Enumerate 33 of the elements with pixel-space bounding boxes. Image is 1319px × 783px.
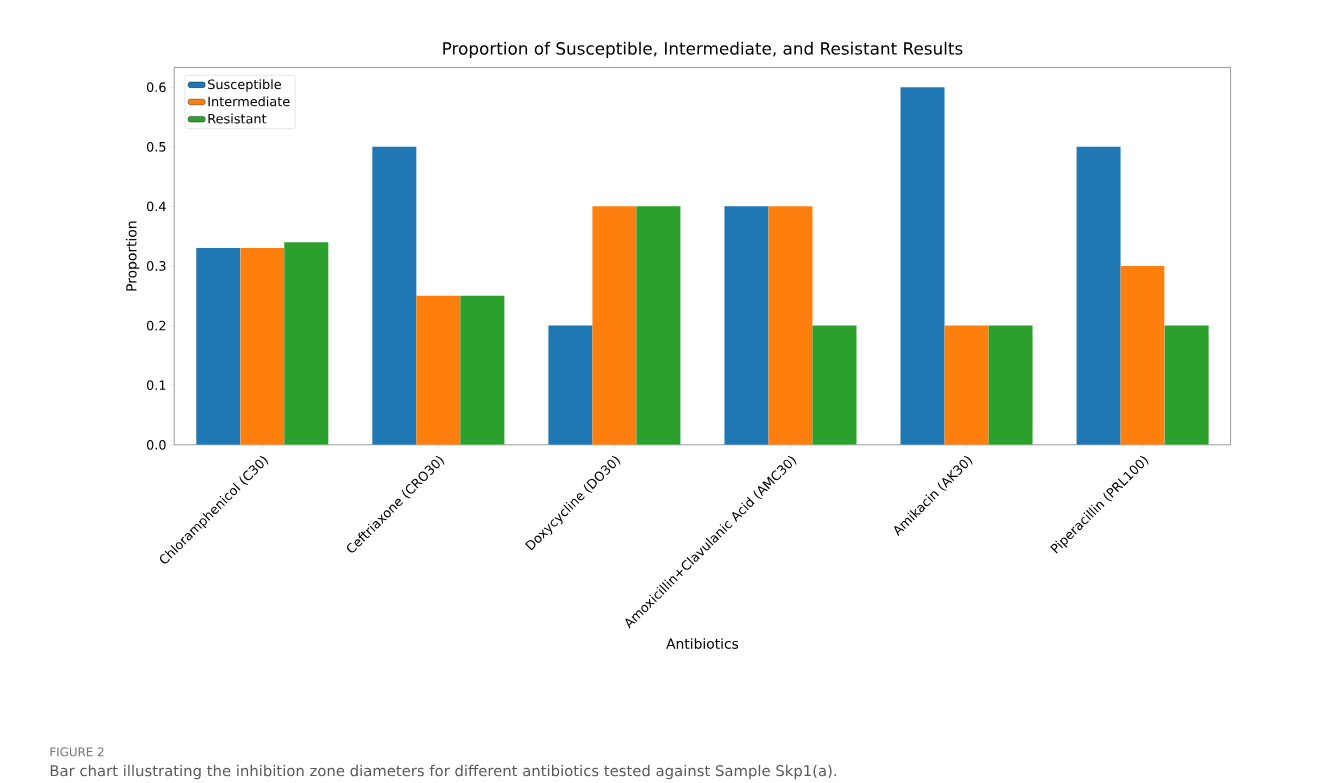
text: Bar chart illustrating the inhibition zone diameters for different antibiotics tested against Sample Skp1(a). [50,764,836,779]
bar [1076,146,1121,445]
bar [372,146,417,445]
bar [416,295,461,445]
bar [988,325,1033,445]
bar [768,206,813,445]
bar [724,206,769,445]
y-tick-label: 0.3 [146,260,166,271]
chart-title: Proportion of Susceptible, Intermediate, and Resistant Results [443,41,963,58]
bar [944,325,989,445]
bar [900,86,945,445]
bar [196,247,241,445]
bar [460,295,505,445]
bar [240,247,285,445]
y-tick-label: 0.1 [146,380,166,390]
bar [592,206,637,445]
y-tick-label: 0.6 [146,82,166,92]
y-axis-title: Proportion [125,221,140,291]
y-tick-label: 0.4 [146,201,166,212]
y-tick-label: 0.2 [146,320,166,331]
bar [636,206,681,445]
legend-label: Intermediate [208,96,290,107]
y-tick-label: 0.5 [146,141,166,152]
x-axis-title: Antibiotics [666,637,739,649]
y-tick-label: 0.0 [146,439,166,450]
bar [548,325,593,445]
bar [812,325,857,445]
bar [1120,265,1165,445]
legend-label: Susceptible [208,79,281,92]
bar [1164,325,1209,445]
bar [284,241,329,445]
legend-label: Resistant [208,113,267,124]
caption: FIGURE 2 [50,747,104,757]
